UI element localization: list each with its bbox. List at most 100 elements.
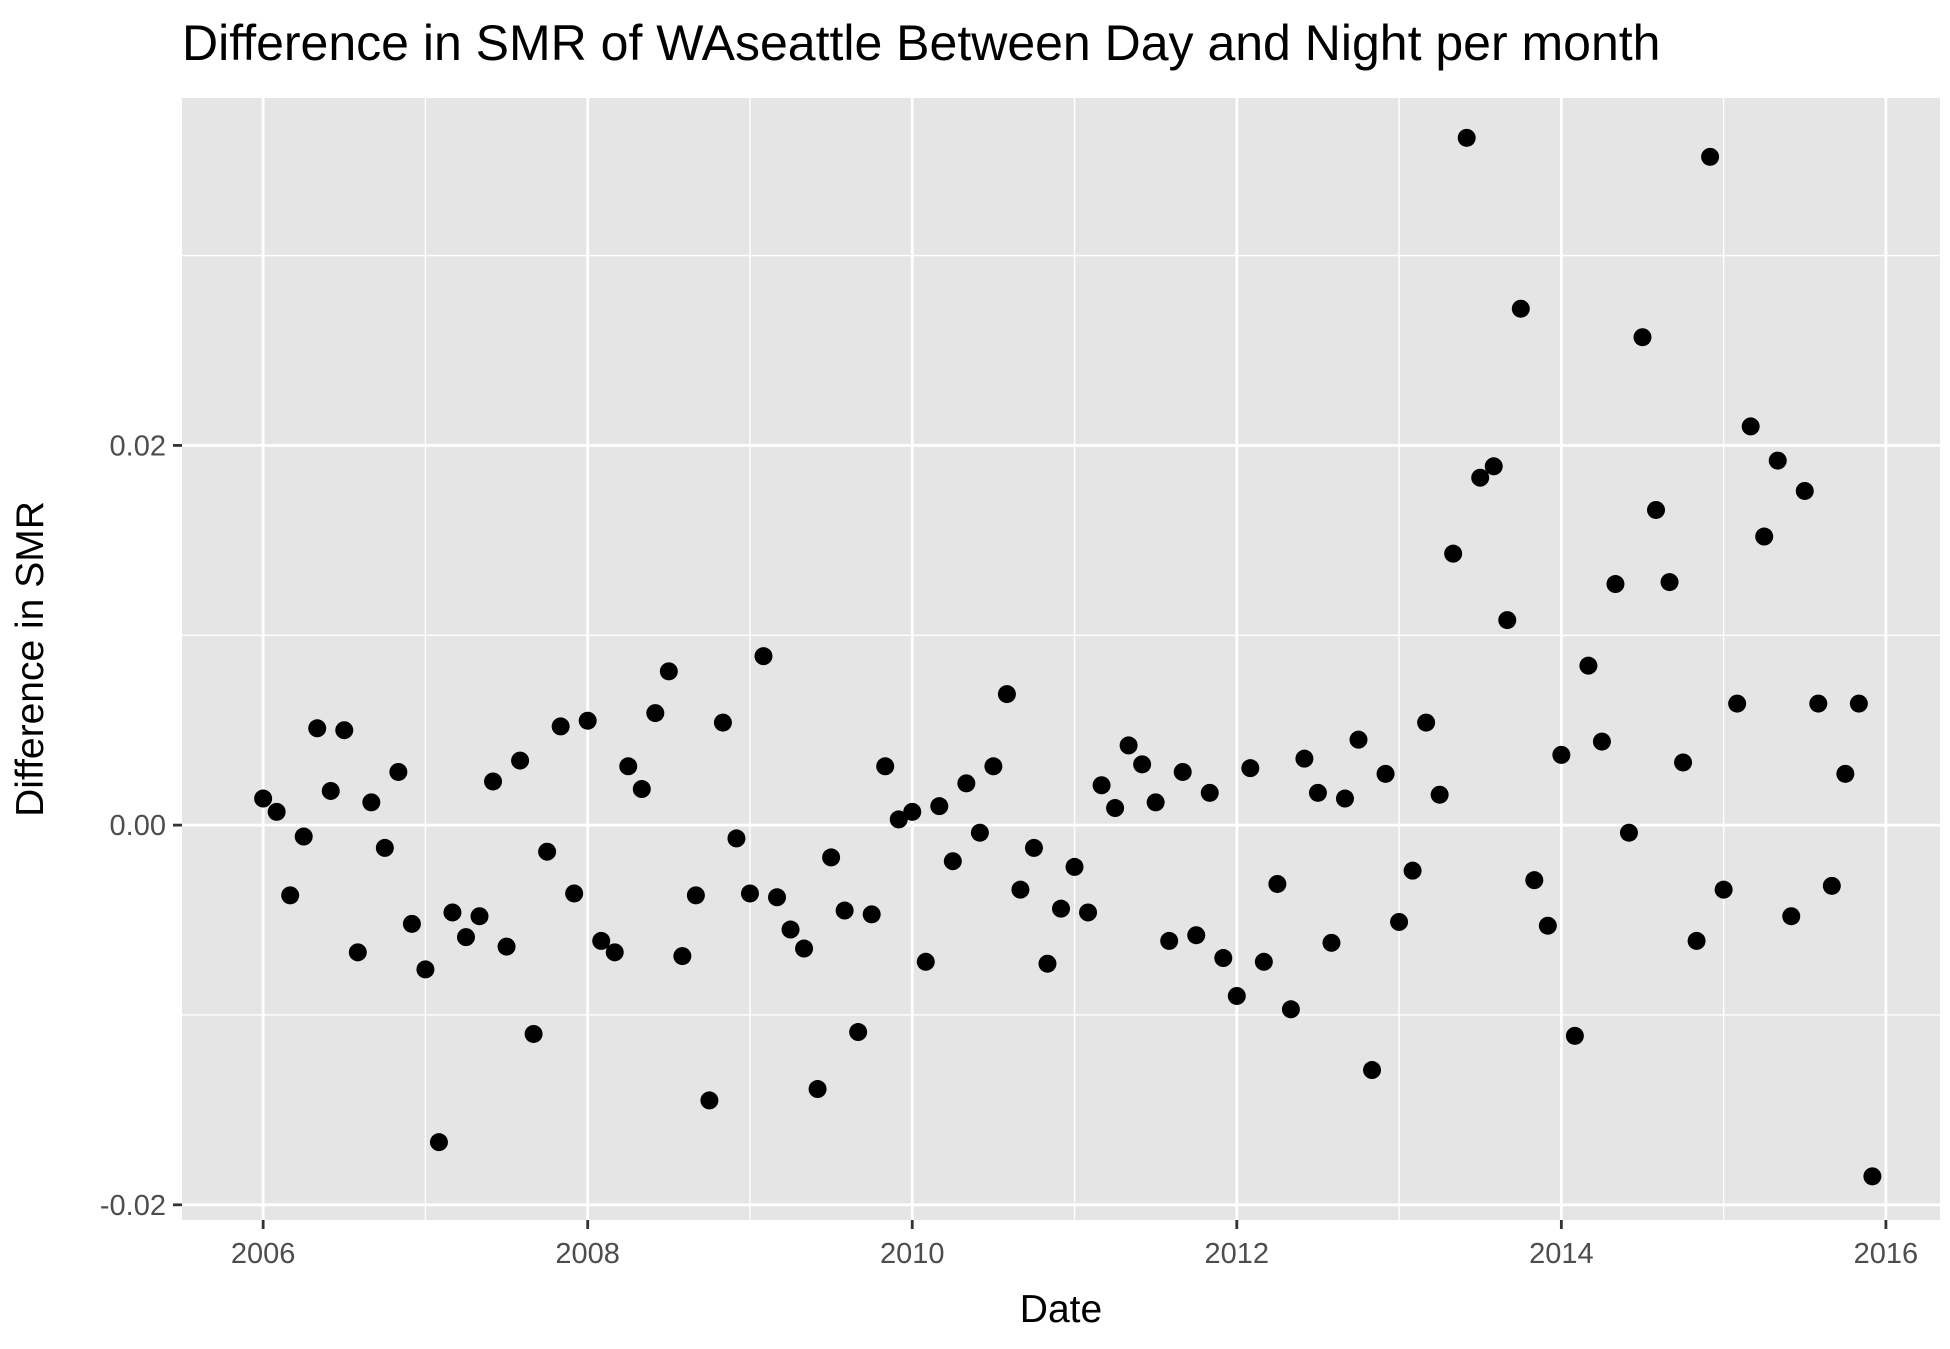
data-point — [362, 793, 381, 812]
data-point — [1349, 730, 1368, 749]
y-axis-title: Difference in SMR — [9, 501, 52, 817]
y-tick-label: 0.02 — [110, 430, 166, 462]
data-point — [294, 827, 313, 846]
data-point — [389, 762, 408, 781]
data-point — [781, 920, 800, 939]
data-point — [1200, 783, 1219, 802]
data-point — [997, 685, 1016, 704]
data-point — [1701, 147, 1720, 166]
tick-labels: 2006 2008 2010 2012 2014 2016 -0.02 0.00 0.02 — [100, 430, 1918, 1270]
data-point — [889, 810, 908, 829]
data-point — [1660, 573, 1679, 592]
data-point — [1187, 926, 1206, 945]
data-point — [348, 943, 367, 962]
data-point — [470, 907, 489, 926]
data-point — [1430, 785, 1449, 804]
data-point — [1052, 899, 1070, 918]
data-point — [578, 711, 597, 730]
data-point — [1403, 861, 1422, 880]
data-point — [1119, 736, 1138, 755]
data-point — [1363, 1061, 1382, 1080]
data-point — [267, 802, 286, 821]
data-point — [1322, 933, 1341, 952]
data-point — [1065, 857, 1084, 876]
data-point — [1335, 789, 1354, 808]
data-point — [1295, 749, 1314, 768]
data-point — [254, 789, 273, 808]
data-point — [1674, 753, 1693, 772]
data-point — [686, 886, 705, 905]
data-point — [1471, 468, 1490, 487]
data-point — [484, 772, 503, 791]
data-point — [1619, 823, 1638, 842]
data-point — [375, 838, 394, 857]
data-point — [416, 960, 435, 979]
data-point — [1809, 694, 1828, 713]
data-point — [930, 797, 949, 816]
data-point — [1214, 949, 1233, 968]
data-point — [456, 928, 475, 947]
data-point — [1024, 838, 1043, 857]
data-point — [1782, 907, 1801, 926]
data-point — [1241, 759, 1260, 778]
data-point — [1227, 986, 1246, 1005]
x-tick-label: 2008 — [555, 1238, 620, 1270]
data-point — [1146, 793, 1165, 812]
x-tick-label: 2010 — [880, 1238, 945, 1270]
data-point — [429, 1133, 448, 1152]
data-point — [565, 884, 584, 903]
data-point — [754, 647, 773, 666]
data-point — [849, 1023, 868, 1042]
data-point — [1079, 903, 1098, 922]
data-point — [1565, 1026, 1584, 1045]
x-tick-label: 2012 — [1205, 1238, 1270, 1270]
data-point — [1133, 755, 1152, 774]
data-point — [1741, 417, 1760, 436]
data-point — [1457, 128, 1476, 147]
plot-panel — [182, 98, 1940, 1220]
data-point — [822, 848, 841, 867]
data-point — [402, 914, 421, 933]
data-point — [659, 662, 678, 681]
x-tick-label: 2016 — [1854, 1238, 1919, 1270]
data-point — [592, 931, 611, 950]
chart-title: Difference in SMR of WAseattle Between D… — [182, 15, 1661, 71]
data-point — [1011, 880, 1030, 899]
data-point — [713, 713, 732, 732]
data-point — [1160, 931, 1179, 950]
data-point — [538, 842, 557, 861]
data-point — [1552, 745, 1571, 764]
data-point — [1822, 876, 1841, 895]
data-point — [1376, 764, 1395, 783]
axis-ticks — [173, 444, 1888, 1229]
data-point — [970, 823, 989, 842]
data-point — [903, 802, 922, 821]
data-point — [1511, 299, 1530, 318]
data-point — [1268, 874, 1287, 893]
data-point — [1687, 931, 1706, 950]
data-point — [1538, 916, 1557, 935]
data-point — [1592, 732, 1611, 751]
data-point — [1498, 611, 1517, 630]
data-point — [1525, 871, 1544, 890]
data-point — [1173, 762, 1192, 781]
data-point — [321, 781, 340, 800]
data-point — [1836, 764, 1855, 783]
data-point — [1863, 1167, 1882, 1186]
data-point — [646, 704, 665, 723]
data-point — [1755, 527, 1774, 546]
data-point — [443, 903, 462, 922]
data-point — [727, 829, 746, 848]
data-point — [335, 721, 354, 740]
data-point — [1281, 1000, 1300, 1019]
data-point — [1254, 952, 1273, 971]
data-point — [1417, 713, 1436, 732]
data-point — [984, 757, 1003, 776]
data-point — [795, 939, 814, 958]
data-point — [281, 886, 300, 905]
data-point — [1308, 783, 1327, 802]
data-point — [511, 751, 530, 770]
data-point — [1484, 457, 1503, 476]
data-point — [619, 757, 638, 776]
data-point — [862, 905, 881, 924]
